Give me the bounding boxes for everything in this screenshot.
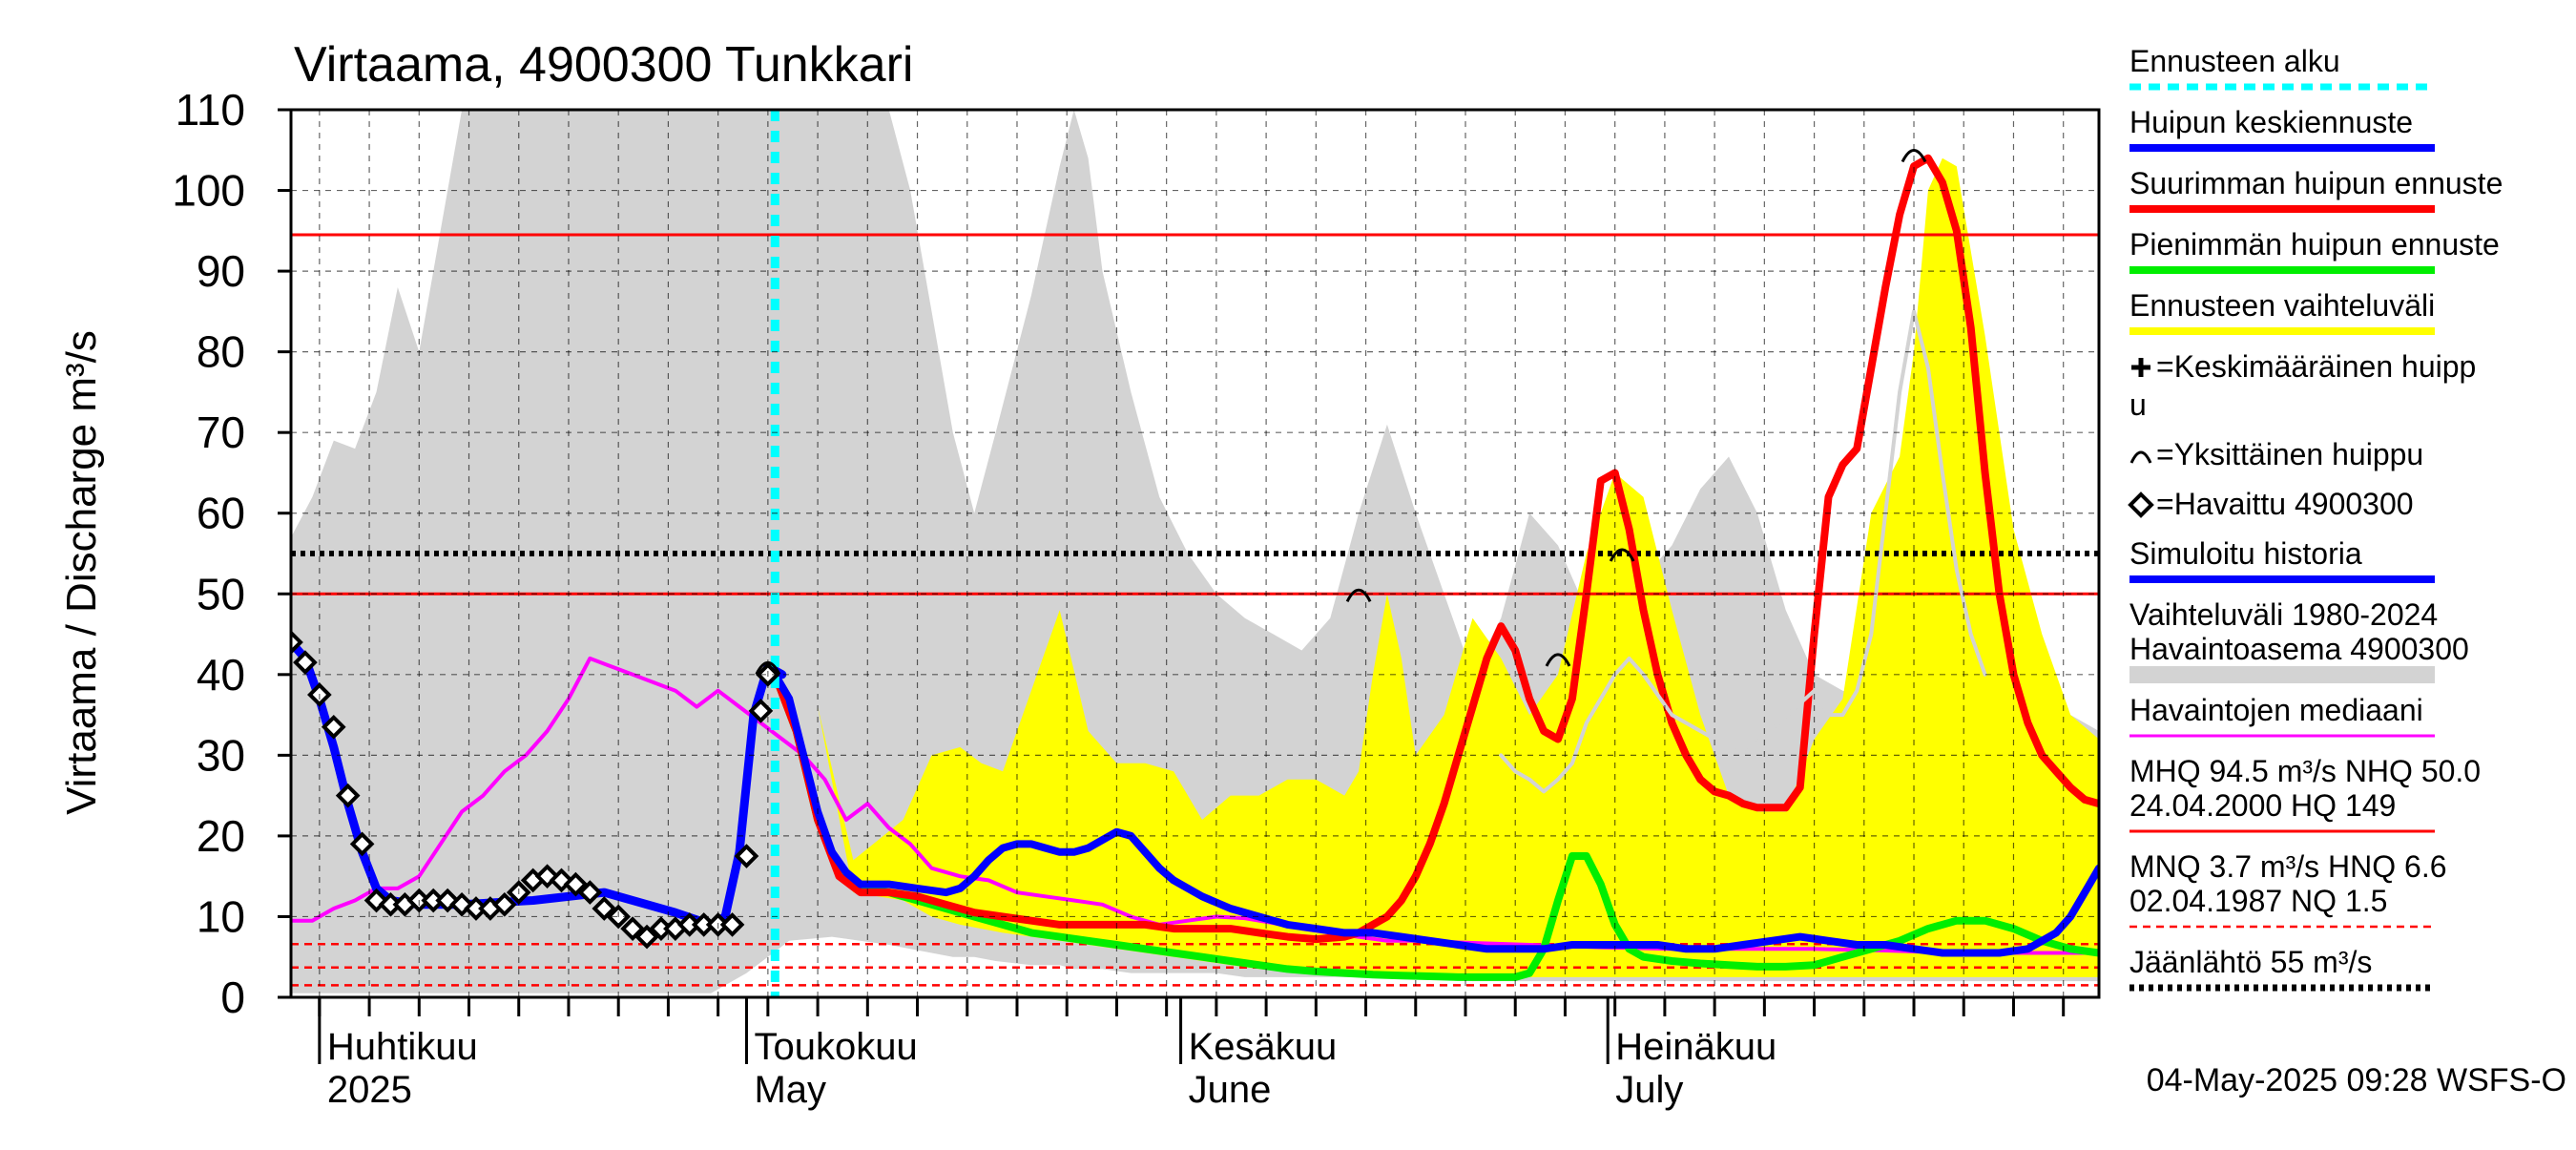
legend-entry-1: Huipun keskiennuste xyxy=(2129,105,2435,152)
observation-marker xyxy=(748,699,774,723)
observation-marker xyxy=(620,916,645,941)
legend-entry-7: =Havaittu 4900300 xyxy=(2128,487,2414,521)
month-label-en: 2025 xyxy=(327,1069,412,1111)
plot-frame xyxy=(289,108,2101,999)
legend-label: Simuloitu historia xyxy=(2129,536,2362,571)
legend-label: Vaihteluväli 1980-2024 xyxy=(2129,597,2438,632)
y-tick-label: 50 xyxy=(197,569,245,618)
observation-marker xyxy=(335,783,361,808)
legend-label: Jäänlähtö 55 m³/s xyxy=(2129,945,2372,979)
observation-marker xyxy=(634,924,659,950)
chart-title: Virtaama, 4900300 Tunkkari xyxy=(294,37,913,93)
observation-marker xyxy=(719,912,745,937)
legend-label: Huipun keskiennuste xyxy=(2129,105,2413,139)
legend-entry-8: Simuloitu historia xyxy=(2129,536,2435,583)
series-line-5 xyxy=(1499,309,1987,794)
peak-marker xyxy=(1545,653,1571,667)
legend-label: =Yksittäinen huippu xyxy=(2156,437,2423,471)
observation-marker xyxy=(563,871,589,897)
legend-diamond-icon xyxy=(2128,491,2154,518)
y-tick-label: 40 xyxy=(197,650,245,700)
y-axis-label: Virtaama / Discharge m³/s xyxy=(58,330,105,815)
observation-marker xyxy=(577,880,603,905)
legend-entry-12: MNQ 3.7 m³/s HNQ 6.602.04.1987 NQ 1.5 xyxy=(2129,849,2447,929)
legend-entry-13: Jäänlähtö 55 m³/s xyxy=(2129,945,2435,992)
observation-marker xyxy=(592,896,617,921)
observation-marker xyxy=(293,650,318,675)
legend-label-2: u xyxy=(2129,387,2147,422)
legend-arc-icon xyxy=(2129,450,2152,464)
month-label-fi: Kesäkuu xyxy=(1189,1026,1338,1068)
y-tick-label: 60 xyxy=(197,489,245,538)
series-line-4 xyxy=(771,670,2099,957)
legend-label: Ennusteen vaihteluväli xyxy=(2129,288,2435,323)
month-label-en: May xyxy=(754,1069,826,1111)
legend-entry-2: Suurimman huipun ennuste xyxy=(2129,166,2503,213)
legend-label: Pienimmän huipun ennuste xyxy=(2129,227,2500,261)
legend-label: Ennusteen alku xyxy=(2129,44,2340,78)
month-label-fi: Toukokuu xyxy=(754,1026,917,1068)
legend-entry-10: Havaintojen mediaani xyxy=(2129,693,2435,738)
y-tick-label: 10 xyxy=(197,891,245,941)
peak-marker xyxy=(1345,588,1372,602)
legend-entry-5: =Keskimääräinen huipp u xyxy=(2129,349,2476,422)
legend-entry-4: Ennusteen vaihteluväli xyxy=(2129,288,2435,335)
observation-marker xyxy=(349,831,375,857)
footer-timestamp: 04-May-2025 09:28 WSFS-O xyxy=(2147,1062,2566,1098)
legend-entry-11: MHQ 94.5 m³/s NHQ 50.024.04.2000 HQ 149 xyxy=(2129,754,2481,833)
forecast-range-band xyxy=(775,157,2099,977)
legend-label-2: Havaintoasema 4900300 xyxy=(2129,632,2469,666)
legend-plus-icon xyxy=(2131,358,2150,377)
y-tick-label: 0 xyxy=(220,972,245,1022)
legend-label: =Keskimääräinen huipp xyxy=(2156,349,2476,384)
legend-label: MNQ 3.7 m³/s HNQ 6.6 xyxy=(2129,849,2447,884)
legend-entry-3: Pienimmän huipun ennuste xyxy=(2129,227,2500,274)
legend-label: MHQ 94.5 m³/s NHQ 50.0 xyxy=(2129,754,2481,788)
y-tick-label: 90 xyxy=(197,246,245,296)
observation-marker xyxy=(291,630,303,655)
observation-marker xyxy=(491,891,517,917)
y-tick-label: 20 xyxy=(197,811,245,861)
legend-label: Havaintojen mediaani xyxy=(2129,693,2423,727)
peak-marker xyxy=(1901,149,1927,163)
y-tick-label: 30 xyxy=(197,730,245,780)
series-line-2 xyxy=(771,670,2099,981)
month-label-fi: Heinäkuu xyxy=(1615,1026,1776,1068)
legend-entry-0: Ennusteen alku xyxy=(2129,44,2435,91)
month-label-en: July xyxy=(1615,1069,1683,1111)
legend-label: Suurimman huipun ennuste xyxy=(2129,166,2503,200)
legend-entry-9: Vaihteluväli 1980-2024 Havaintoasema 490… xyxy=(2129,597,2469,683)
month-label-fi: Huhtikuu xyxy=(327,1026,478,1068)
y-tick-label: 70 xyxy=(197,408,245,457)
observation-marker xyxy=(321,714,346,740)
legend-entry-6: =Yksittäinen huippu xyxy=(2129,437,2423,471)
legend-label-2: 02.04.1987 NQ 1.5 xyxy=(2129,884,2387,918)
month-label-en: June xyxy=(1189,1069,1272,1111)
legend-label-2: 24.04.2000 HQ 149 xyxy=(2129,788,2396,823)
observation-marker xyxy=(734,844,759,868)
y-tick-label: 110 xyxy=(176,85,245,135)
legend-label: =Havaittu 4900300 xyxy=(2156,487,2414,521)
peak-marker xyxy=(1609,548,1635,562)
y-tick-label: 100 xyxy=(172,166,245,216)
y-tick-label: 80 xyxy=(197,327,245,377)
